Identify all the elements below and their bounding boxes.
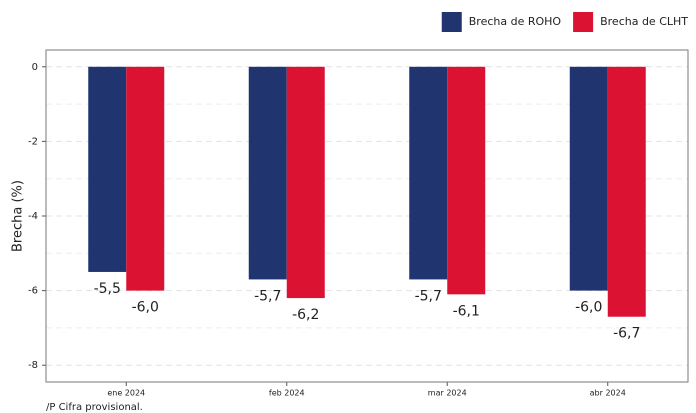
bar: [607, 66, 646, 317]
data-label: -5,7: [415, 288, 442, 304]
legend-swatch: [441, 12, 462, 32]
y-tick-label: -8: [28, 360, 38, 371]
data-label: -6,1: [453, 303, 480, 319]
bar: [248, 66, 287, 280]
legend-swatch: [573, 12, 594, 32]
footnote: /P Cifra provisional.: [46, 402, 143, 413]
x-tick-label: feb 2024: [269, 389, 305, 398]
y-tick-label: -4: [28, 211, 38, 222]
legend-label: Brecha de ROHO: [469, 15, 562, 28]
data-label: -6,0: [132, 300, 159, 316]
bar: [126, 66, 165, 291]
y-tick-label: -2: [28, 136, 38, 147]
bar: [447, 66, 486, 295]
x-tick-label: mar 2024: [428, 389, 467, 398]
data-label: -6,0: [575, 300, 602, 316]
bar: [286, 66, 325, 299]
x-tick-label: abr 2024: [590, 389, 626, 398]
data-label: -6,7: [613, 326, 640, 342]
plot-border: [45, 49, 689, 383]
data-label: -5,7: [254, 288, 281, 304]
y-tick-label: -6: [28, 286, 38, 297]
y-tick-label: 0: [32, 62, 38, 73]
legend-label: Brecha de CLHT: [600, 15, 688, 28]
bar: [88, 66, 127, 272]
data-label: -6,2: [292, 307, 319, 323]
x-tick-label: ene 2024: [107, 389, 145, 398]
bar: [569, 66, 608, 291]
bar: [409, 66, 448, 280]
y-axis-label: Brecha (%): [11, 180, 26, 252]
data-label: -5,5: [94, 281, 121, 297]
